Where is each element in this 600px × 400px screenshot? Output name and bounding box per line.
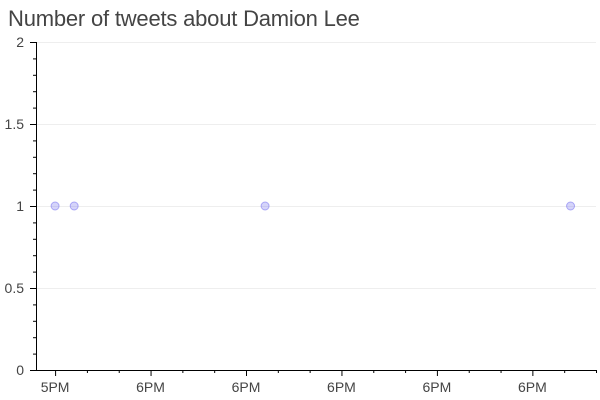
y-tick-label: 1.5 [5, 116, 25, 132]
x-tick-label: 6PM [327, 379, 356, 395]
x-tick-label: 5PM [41, 379, 70, 395]
data-point [69, 201, 79, 211]
x-tick-label: 6PM [136, 379, 165, 395]
y-tick-label: 1 [16, 198, 24, 214]
x-tick-label: 6PM [518, 379, 547, 395]
data-point [50, 201, 60, 211]
data-point [260, 201, 270, 211]
y-tick-label: 2 [16, 34, 24, 50]
x-tick-label: 6PM [423, 379, 452, 395]
data-point [566, 201, 576, 211]
x-tick-label: 6PM [232, 379, 261, 395]
y-tick-label: 0.5 [5, 280, 25, 296]
y-tick-label: 0 [16, 362, 24, 378]
chart-title: Number of tweets about Damion Lee [8, 6, 360, 31]
